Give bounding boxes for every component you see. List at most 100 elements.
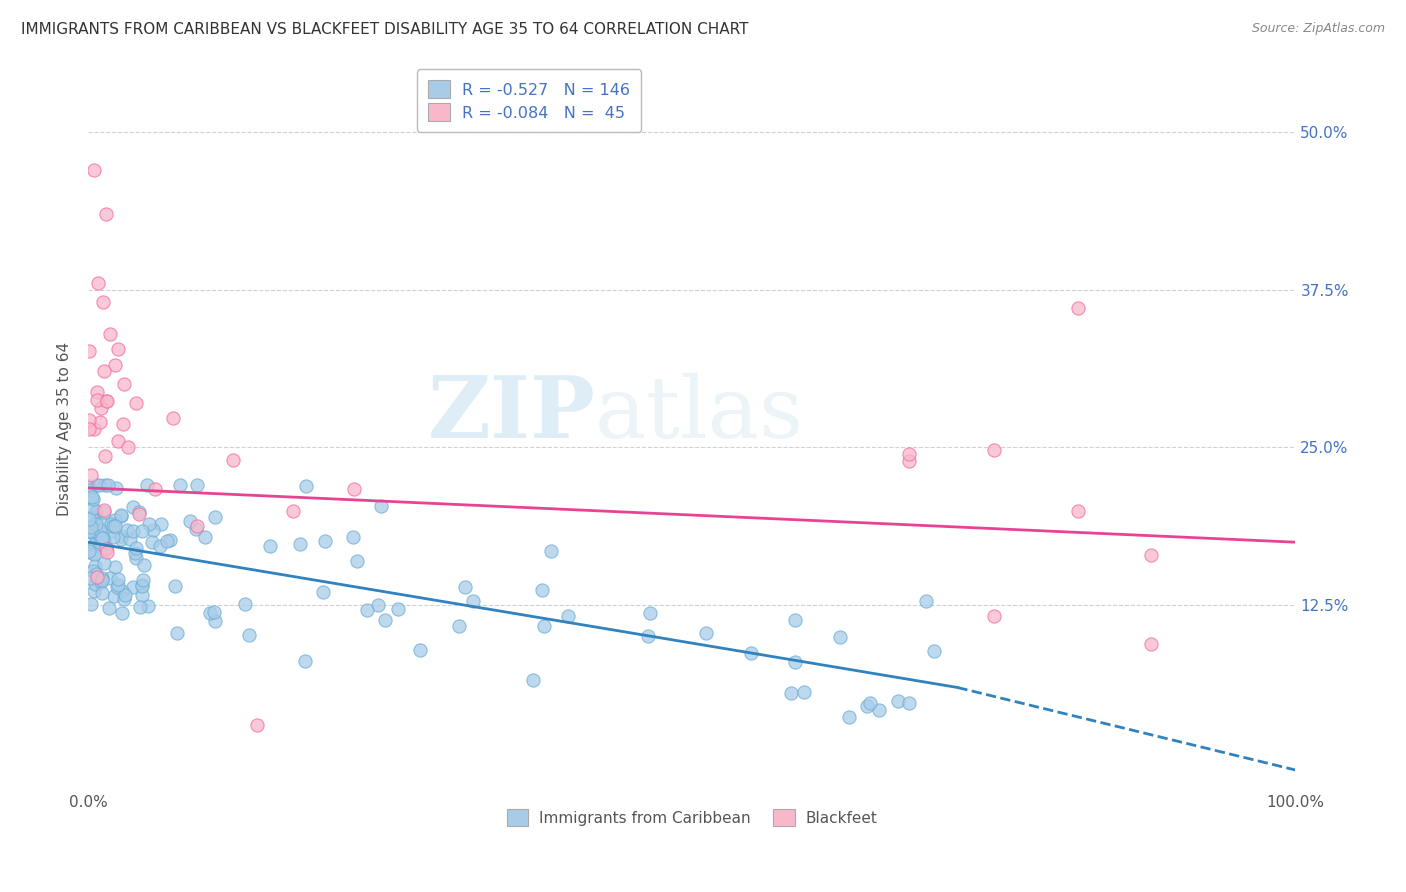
Point bbox=[80, 597, 103, 611]
Point bbox=[121, 580, 143, 594]
Point bbox=[86, 570, 108, 584]
Point bbox=[97, 601, 120, 615]
Point bbox=[740, 646, 762, 660]
Point bbox=[83, 516, 105, 531]
Point bbox=[104, 560, 127, 574]
Point bbox=[79, 343, 101, 358]
Point bbox=[101, 530, 124, 544]
Point bbox=[531, 582, 554, 597]
Point bbox=[79, 571, 101, 585]
Point bbox=[82, 501, 104, 516]
Point bbox=[914, 594, 936, 608]
Point bbox=[783, 656, 806, 670]
Point bbox=[111, 606, 134, 620]
Point bbox=[184, 522, 207, 536]
Point bbox=[89, 415, 111, 429]
Point bbox=[135, 478, 157, 492]
Point bbox=[79, 483, 101, 497]
Point bbox=[110, 508, 132, 523]
Point bbox=[96, 394, 118, 409]
Point bbox=[898, 696, 921, 710]
Point bbox=[858, 697, 880, 711]
Point bbox=[118, 533, 141, 547]
Point bbox=[449, 619, 471, 633]
Point bbox=[110, 508, 132, 522]
Point bbox=[83, 538, 105, 552]
Point bbox=[98, 326, 121, 341]
Point bbox=[80, 510, 103, 524]
Point bbox=[79, 525, 101, 540]
Point bbox=[204, 614, 226, 628]
Point bbox=[79, 489, 101, 503]
Point bbox=[141, 535, 163, 549]
Point bbox=[90, 574, 112, 589]
Point bbox=[131, 579, 153, 593]
Point bbox=[82, 490, 104, 504]
Point bbox=[780, 685, 803, 699]
Point bbox=[828, 631, 851, 645]
Point bbox=[125, 551, 148, 566]
Point bbox=[169, 478, 191, 492]
Point bbox=[522, 673, 544, 688]
Point bbox=[90, 516, 112, 531]
Text: ZIP: ZIP bbox=[427, 372, 595, 456]
Point bbox=[89, 524, 111, 538]
Point bbox=[79, 520, 101, 534]
Point bbox=[79, 512, 101, 526]
Text: atlas: atlas bbox=[595, 373, 804, 456]
Point bbox=[79, 479, 101, 493]
Text: IMMIGRANTS FROM CARIBBEAN VS BLACKFEET DISABILITY AGE 35 TO 64 CORRELATION CHART: IMMIGRANTS FROM CARIBBEAN VS BLACKFEET D… bbox=[21, 22, 748, 37]
Point bbox=[374, 613, 396, 627]
Point bbox=[112, 377, 135, 392]
Point bbox=[101, 518, 124, 533]
Point bbox=[887, 694, 910, 708]
Point bbox=[125, 396, 148, 410]
Point bbox=[259, 539, 281, 553]
Point bbox=[91, 531, 114, 545]
Point bbox=[222, 452, 245, 467]
Point bbox=[110, 529, 132, 543]
Point bbox=[110, 532, 132, 546]
Point bbox=[150, 517, 173, 532]
Point bbox=[983, 609, 1005, 624]
Point bbox=[346, 554, 368, 568]
Point bbox=[89, 537, 111, 551]
Point bbox=[785, 613, 807, 627]
Legend: Immigrants from Caribbean, Blackfeet: Immigrants from Caribbean, Blackfeet bbox=[498, 800, 886, 835]
Point bbox=[107, 342, 129, 356]
Point bbox=[463, 594, 485, 608]
Point bbox=[93, 504, 115, 518]
Point bbox=[79, 422, 101, 436]
Point bbox=[91, 532, 114, 546]
Point bbox=[84, 529, 107, 543]
Point bbox=[166, 626, 188, 640]
Point bbox=[122, 500, 145, 515]
Point bbox=[149, 539, 172, 553]
Point bbox=[367, 598, 389, 612]
Point bbox=[83, 583, 105, 598]
Point bbox=[1067, 503, 1090, 517]
Point bbox=[79, 524, 101, 538]
Point bbox=[86, 478, 108, 492]
Point bbox=[124, 541, 146, 555]
Point bbox=[97, 478, 120, 492]
Point bbox=[142, 523, 165, 537]
Point bbox=[90, 574, 112, 588]
Point bbox=[93, 503, 115, 517]
Point bbox=[294, 479, 316, 493]
Point bbox=[898, 454, 921, 468]
Point bbox=[80, 546, 103, 560]
Point bbox=[112, 591, 135, 606]
Point bbox=[86, 392, 108, 407]
Point bbox=[111, 584, 134, 599]
Point bbox=[838, 710, 860, 724]
Point bbox=[98, 571, 121, 585]
Point bbox=[233, 597, 256, 611]
Point bbox=[179, 514, 201, 528]
Point bbox=[186, 478, 208, 492]
Text: Source: ZipAtlas.com: Source: ZipAtlas.com bbox=[1251, 22, 1385, 36]
Point bbox=[557, 609, 579, 624]
Point bbox=[855, 699, 877, 714]
Point bbox=[83, 547, 105, 561]
Point bbox=[204, 510, 226, 524]
